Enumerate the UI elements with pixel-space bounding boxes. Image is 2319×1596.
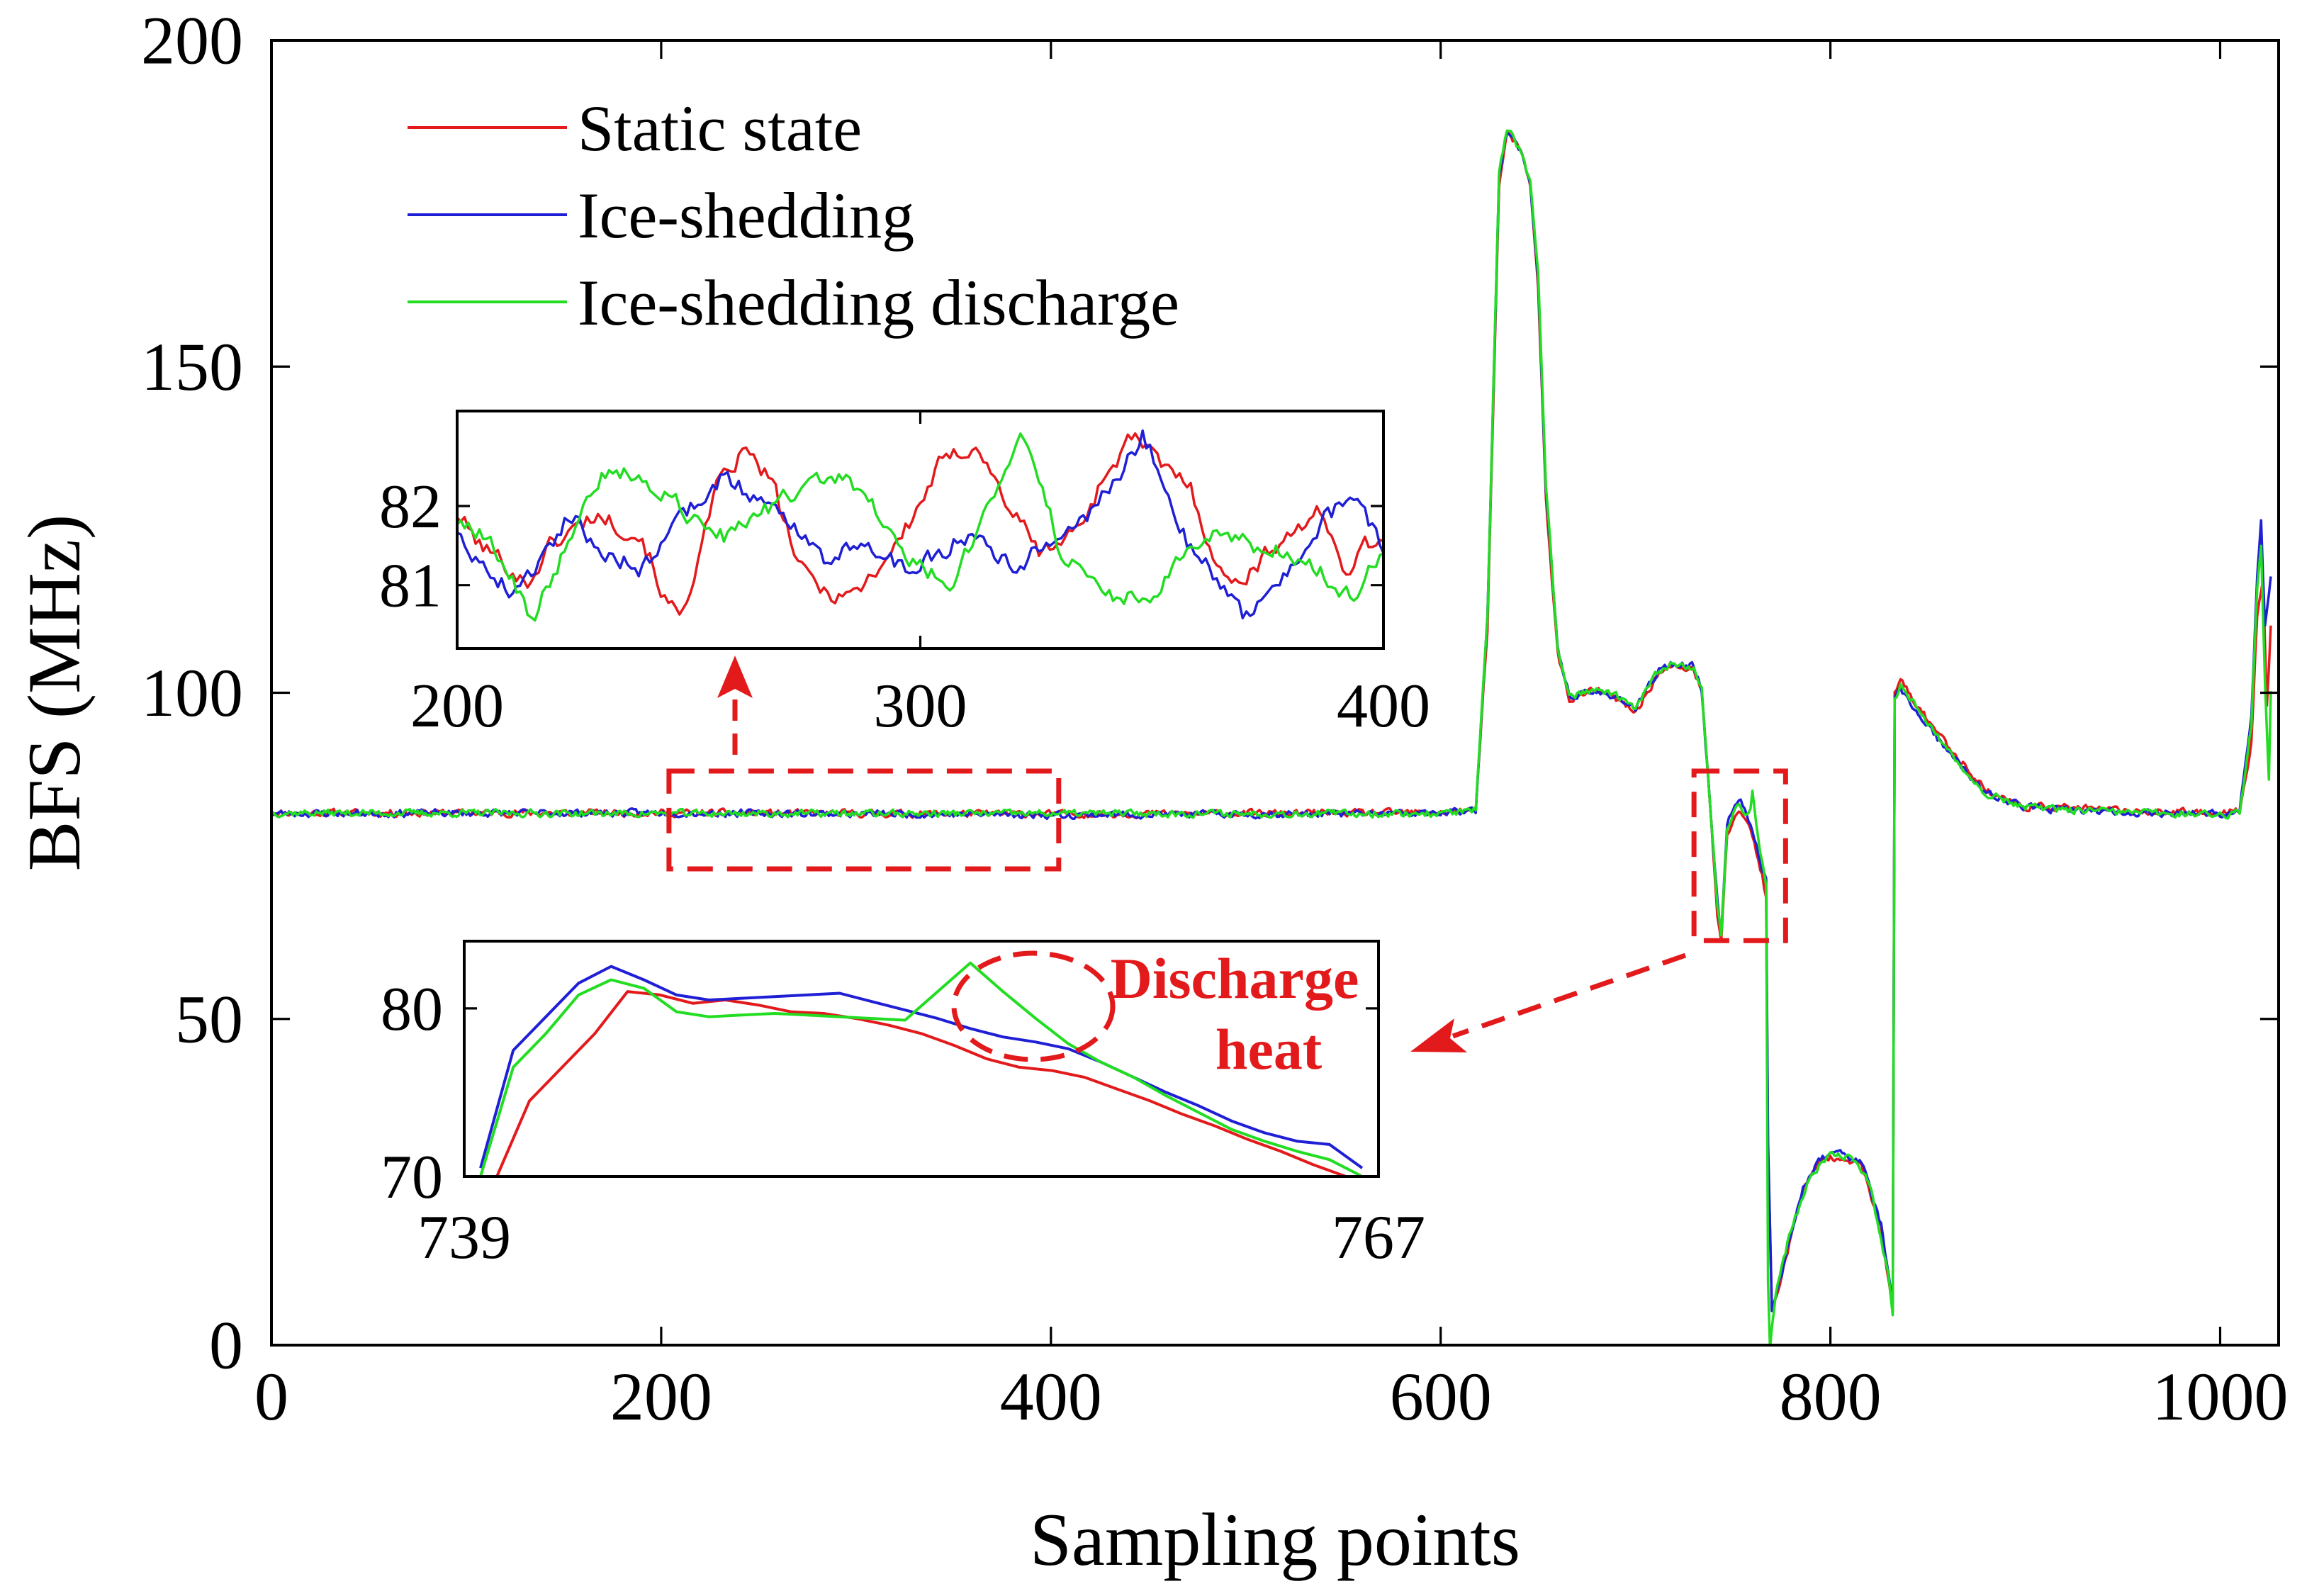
main-xtick-label: 200 [610, 1359, 712, 1434]
inset-top-xtick-label: 400 [1337, 672, 1430, 741]
zoom-box-top [666, 768, 1062, 872]
inset-top-plot: 200 300 400 81 82 [379, 410, 1430, 741]
inset-bottom-series-group [479, 961, 1364, 1176]
inset-bottom-xtick-label: 739 [417, 1203, 511, 1272]
main-ytick-label: 200 [141, 3, 243, 79]
inset-top-ytick-label: 81 [379, 552, 442, 621]
main-ytick-label: 150 [141, 329, 243, 405]
legend-label-0: Static state [578, 92, 862, 164]
inset-top-ytick-label: 82 [379, 473, 442, 541]
main-xtick-label: 600 [1390, 1359, 1492, 1434]
inset-bottom-xtick-label: 767 [1332, 1203, 1425, 1272]
main-xtick-label: 1000 [2152, 1359, 2289, 1434]
legend-label-2: Ice-shedding discharge [578, 266, 1179, 339]
inset-bottom-ytick-label: 80 [381, 975, 443, 1044]
zoom-arrow-bottom-shaft [1452, 952, 1687, 1039]
discharge-ellipse [951, 950, 1116, 1062]
main-series-group [271, 129, 2272, 1345]
main-ytick-label: 0 [209, 1308, 243, 1383]
inset-bottom-ytick-label: 70 [381, 1143, 443, 1212]
discharge-label-line1: Discharge [1111, 946, 1359, 1011]
main-ytick-label: 50 [175, 981, 243, 1057]
legend: Static state Ice-shedding Ice-shedding dis… [408, 92, 1179, 339]
x-axis-title: Sampling points [1030, 1498, 1520, 1581]
inset-bottom-series-static-state [495, 990, 1347, 1176]
y-axis-title: BFS (MHz) [13, 515, 96, 872]
inset-bottom-series-ice-shedding-discharge [479, 961, 1363, 1176]
inset-top-series-static-state [457, 432, 1383, 616]
main-xtick-label: 0 [254, 1359, 288, 1434]
inset-top-series-group [457, 429, 1383, 622]
main-series-ice-shedding-discharge [271, 129, 2272, 1345]
legend-label-1: Ice-shedding [578, 179, 914, 252]
inset-top-xtick-label: 200 [410, 672, 504, 741]
main-plot: 0 200 400 600 800 1000 0 50 100 150 200 Sampling po… [13, 3, 2289, 1581]
main-ytick-label: 100 [141, 655, 243, 731]
inset-bottom-frame [463, 940, 1380, 1178]
inset-top-series-ice-shedding-discharge [457, 432, 1383, 622]
zoom-arrow-top-head [717, 656, 753, 698]
inset-top-series-ice-shedding [457, 429, 1383, 619]
discharge-label-line2: heat [1215, 1017, 1322, 1081]
inset-top-plot-area [457, 411, 1383, 648]
zoom-box-bottom [1691, 768, 1788, 943]
inset-top-xtick-label: 300 [874, 672, 967, 741]
annotations [666, 656, 1788, 1052]
main-xtick-label: 800 [1780, 1359, 1882, 1434]
inset-bottom-series-ice-shedding [479, 965, 1364, 1169]
main-xtick-label: 400 [1000, 1359, 1102, 1434]
zoom-arrow-bottom-head [1410, 1018, 1467, 1052]
